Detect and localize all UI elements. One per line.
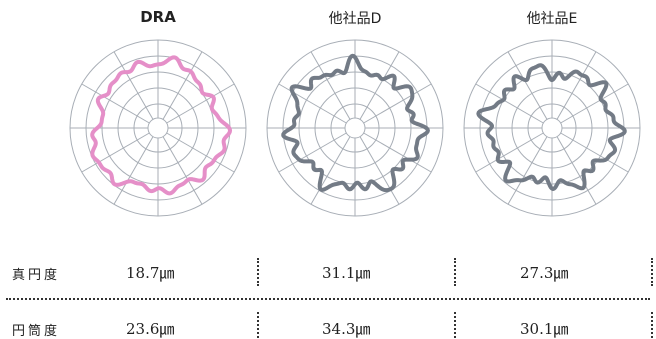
grid-spoke — [113, 136, 154, 205]
grid-spoke — [162, 136, 203, 205]
column-divider — [651, 258, 653, 286]
grid-spoke — [113, 51, 154, 120]
grid-spoke — [166, 132, 235, 173]
roundness-trace — [90, 55, 233, 196]
grid-spoke — [556, 136, 597, 205]
cylindricity-e: 30.1㎛ — [520, 320, 569, 338]
roundness-trace — [281, 53, 430, 193]
grid-spoke — [556, 51, 597, 120]
column-divider — [454, 258, 456, 286]
plot-title-d: 他社品D — [328, 11, 382, 27]
grid-spoke — [560, 132, 629, 173]
polar-plot-e — [463, 39, 641, 217]
grid-ring — [541, 117, 563, 139]
grid-spoke — [475, 132, 544, 173]
grid-spoke — [560, 83, 629, 124]
grid-spoke — [81, 132, 150, 173]
roundness-trace — [476, 63, 627, 191]
measurement-table: 真円度 18.7㎛ 31.1㎛ 27.3㎛ 円筒度 23.6㎛ 34.3㎛ 30… — [0, 250, 656, 339]
polar-grid — [463, 39, 641, 217]
grid-spoke — [359, 136, 400, 205]
polar-plot-d — [266, 39, 444, 217]
grid-spoke — [359, 51, 400, 120]
plot-title-dra: DRA — [140, 8, 176, 26]
cylindricity-dra: 23.6㎛ — [126, 320, 175, 338]
column-divider — [257, 258, 259, 286]
grid-spoke — [310, 136, 351, 205]
grid-spoke — [278, 132, 347, 173]
row-label-cylindricity: 円筒度 — [12, 324, 61, 339]
roundness-dra: 18.7㎛ — [126, 264, 175, 282]
grid-spoke — [310, 51, 351, 120]
grid-spoke — [81, 83, 150, 124]
grid-spoke — [507, 136, 548, 205]
polar-grid — [69, 39, 247, 217]
plot-title-e: 他社品E — [526, 11, 578, 27]
polar-plot-dra — [69, 39, 247, 217]
row-label-roundness: 真円度 — [12, 268, 61, 283]
cylindricity-d: 34.3㎛ — [322, 320, 371, 338]
grid-spoke — [475, 83, 544, 124]
grid-spoke — [363, 132, 432, 173]
grid-ring — [147, 117, 169, 139]
column-divider — [454, 312, 456, 338]
roundness-d: 31.1㎛ — [322, 264, 371, 282]
column-divider — [651, 312, 653, 338]
grid-spoke — [166, 83, 235, 124]
row-divider — [6, 298, 650, 300]
grid-spoke — [363, 83, 432, 124]
grid-spoke — [507, 51, 548, 120]
column-divider — [257, 312, 259, 338]
grid-spoke — [162, 51, 203, 120]
grid-ring — [344, 117, 366, 139]
grid-spoke — [278, 83, 347, 124]
roundness-e: 27.3㎛ — [520, 264, 569, 282]
